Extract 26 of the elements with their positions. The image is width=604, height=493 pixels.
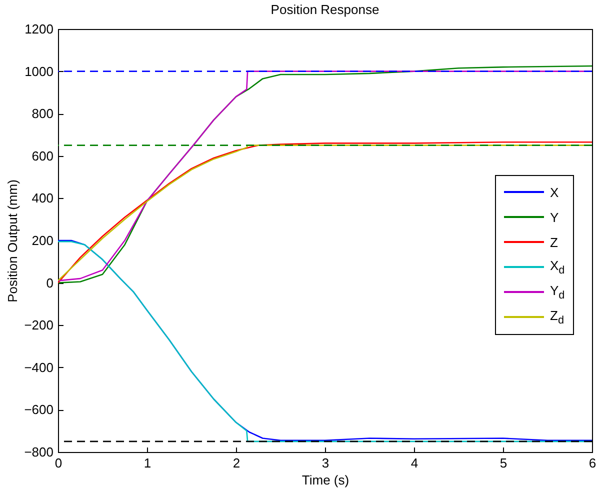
x-tick-label: 2: [232, 456, 240, 470]
y-tick-label: 0: [46, 275, 54, 290]
x-tick-label: 4: [410, 456, 418, 470]
y-tick-label: 800: [32, 106, 54, 122]
legend-label: Z$_{d}$: [550, 308, 564, 326]
y-axis-title: Position Output (mm): [5, 180, 20, 302]
legend-label: Y$_{d}$: [550, 282, 565, 302]
legend-label: X: [550, 184, 559, 200]
y-tick-label: −200: [24, 318, 54, 333]
x-tick-label: 5: [500, 456, 508, 470]
y-tick-label: 1000: [24, 64, 54, 79]
x-axis-title: Time (s): [302, 472, 350, 488]
y-tick-label: −400: [24, 360, 54, 375]
chart-title: Position Response: [270, 2, 380, 17]
legend-label: Z: [550, 234, 558, 250]
legend-label: X$_{d}$: [550, 258, 565, 276]
y-tick-label: 200: [32, 233, 54, 248]
x-tick-label: 1: [144, 456, 152, 470]
legend-label: Y: [550, 210, 559, 224]
y-tick-label: −800: [24, 444, 54, 460]
y-tick-label: 1200: [24, 22, 54, 36]
x-tick-label: 3: [322, 456, 330, 470]
y-tick-label: 400: [32, 190, 54, 206]
y-tick-label: 600: [32, 148, 54, 164]
y-tick-label: −600: [24, 402, 54, 418]
x-tick-label: 6: [588, 456, 596, 470]
